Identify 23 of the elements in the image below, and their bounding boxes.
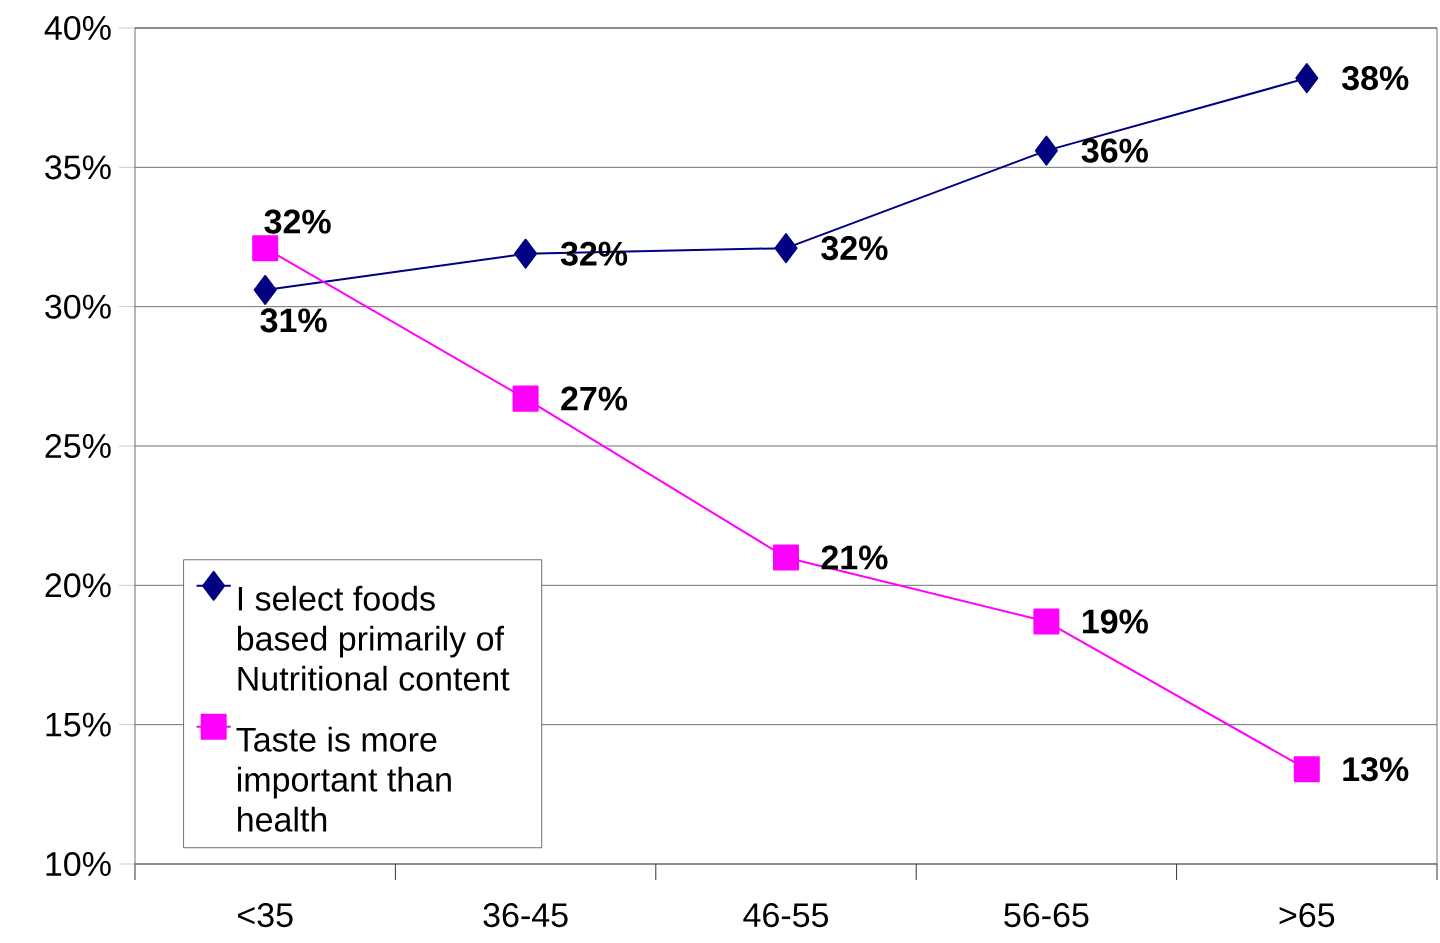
data-label: 27% [561,386,628,411]
x-tick-label: 56-65 [1004,903,1089,928]
legend-label: I select foods based primarily of Nutritional content [237,585,510,691]
data-label: 21% [821,545,888,570]
y-tick-label: 20% [45,573,111,598]
x-tick-label: >65 [1279,903,1335,928]
y-tick-label: 35% [45,155,111,180]
y-tick-label: 30% [45,294,111,319]
y-tick-label: 10% [46,851,111,877]
y-tick-label: 25% [45,433,111,459]
y-tick-label: 40% [44,15,111,41]
data-label: 31% [260,308,327,333]
y-tick-label: 15% [46,712,111,737]
data-label: 32% [821,236,888,261]
x-tick-label: <35 [238,903,293,928]
data-label: 36% [1081,138,1148,163]
x-tick-label: 46-55 [743,903,829,928]
data-label: 13% [1343,757,1409,782]
data-label: 38% [1341,66,1409,91]
x-tick-label: 36-45 [483,903,568,928]
data-label: 32% [264,209,331,234]
data-label: 19% [1082,609,1148,634]
legend-label: Taste is more important than health [236,726,451,832]
